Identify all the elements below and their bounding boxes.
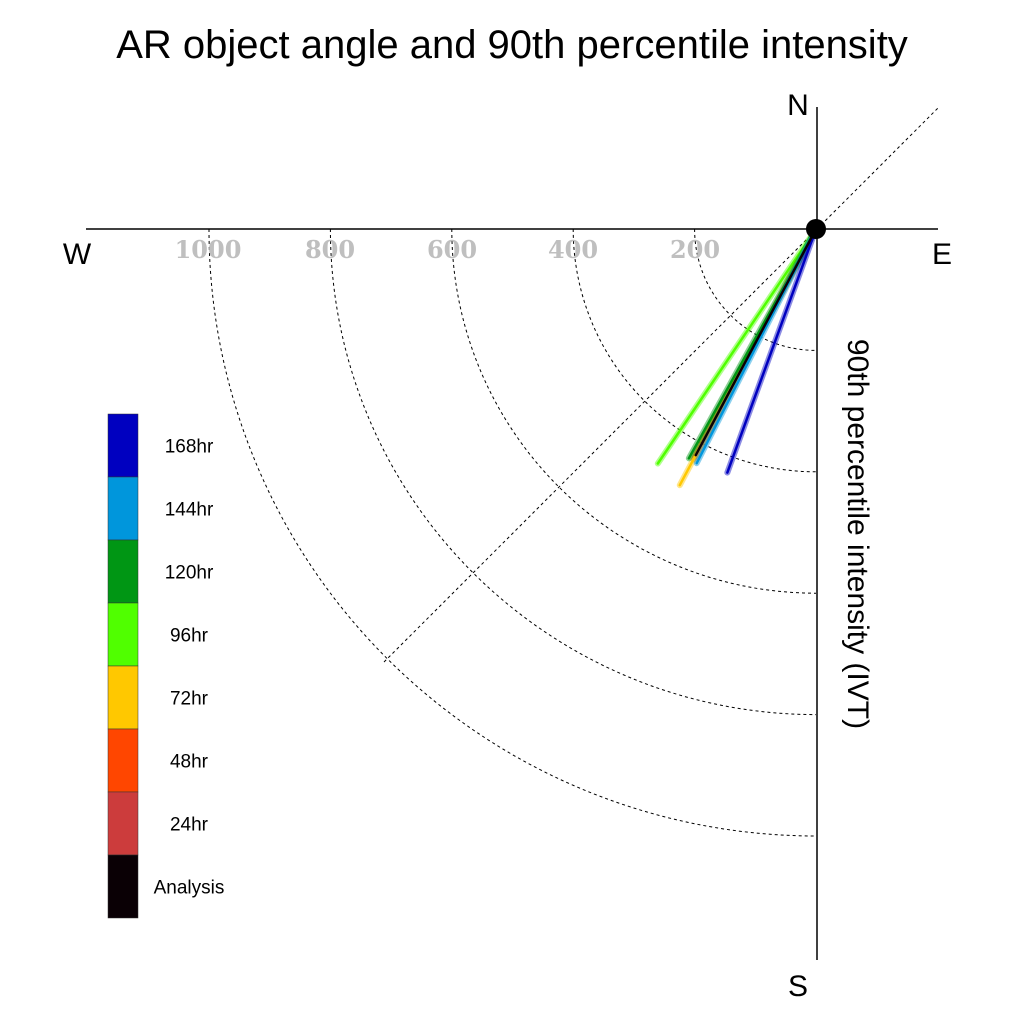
tick-label-200: 200 <box>670 235 720 264</box>
legend-label-168hr: 168hr <box>165 437 214 458</box>
tick-label-1000: 1000 <box>175 235 242 264</box>
tick-label-400: 400 <box>548 235 598 264</box>
series-line-analysis <box>694 227 818 457</box>
gridline-arc-600 <box>451 228 817 594</box>
legend-label-144hr: 144hr <box>165 500 214 521</box>
legend-swatch-72hr <box>107 665 139 730</box>
radial-gridlines <box>208 228 817 837</box>
compass-east: E <box>932 238 952 271</box>
tick-label-800: 800 <box>305 235 355 264</box>
series-line-96hr <box>656 227 818 465</box>
legend-swatch-48hr <box>107 728 139 793</box>
y-axis-label: 90th percentile intensity (IVT) <box>841 339 874 729</box>
legend-label-120hr: 120hr <box>165 563 214 584</box>
legend-swatch-168hr <box>107 413 139 478</box>
tick-label-600: 600 <box>427 235 477 264</box>
legend-swatch-analysis <box>107 854 139 919</box>
compass-north: N <box>787 89 809 122</box>
gridline-arc-200 <box>694 228 817 351</box>
legend-label-96hr: 96hr <box>170 626 209 647</box>
gridline-arc-400 <box>572 228 817 473</box>
legend-swatch-120hr <box>107 539 139 604</box>
diagonal-gridline <box>383 107 939 663</box>
legend-label-24hr: 24hr <box>170 815 209 836</box>
legend-swatch-96hr <box>107 602 139 667</box>
origin-marker <box>806 219 826 239</box>
legend-swatch-24hr <box>107 791 139 856</box>
chart-title: AR object angle and 90th percentile inte… <box>116 23 908 67</box>
compass-south: S <box>788 970 808 1003</box>
series-line-168hr <box>726 227 818 474</box>
legend-label-72hr: 72hr <box>170 689 209 710</box>
compass-west: W <box>63 238 92 271</box>
legend-swatch-144hr <box>107 476 139 541</box>
legend-label-48hr: 48hr <box>170 752 209 773</box>
series-lines <box>654 226 819 489</box>
legend: 168hr 144hr 120hr 96hr 72hr 48hr 24hr Analysis <box>107 413 225 919</box>
gridline-arc-1000 <box>208 228 817 837</box>
gridline-arc-800 <box>329 228 817 716</box>
legend-label-analysis: Analysis <box>154 878 225 899</box>
